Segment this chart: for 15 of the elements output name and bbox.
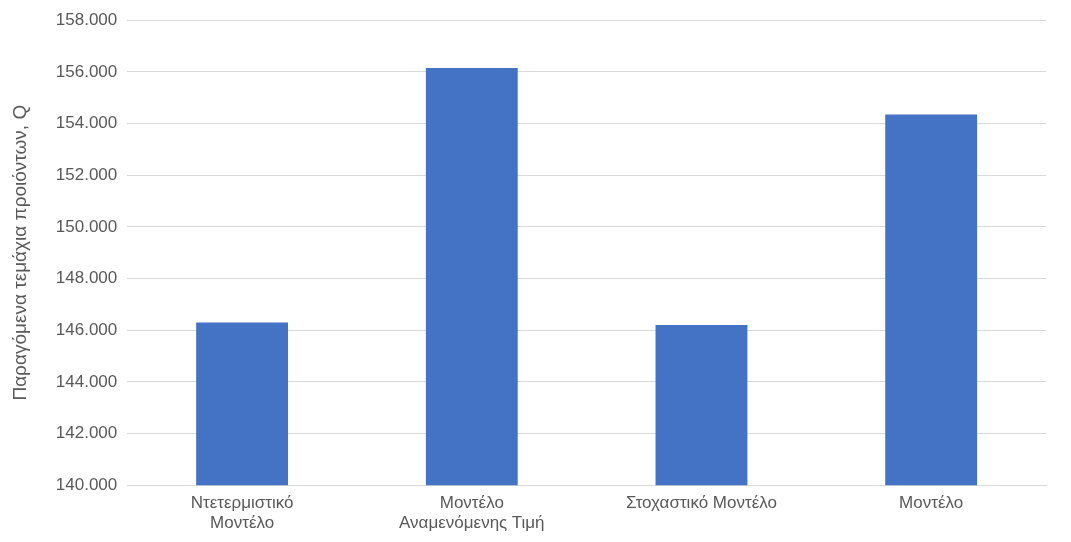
y-tick-label: 144.000 (55, 371, 118, 391)
y-tick-label: 146.000 (55, 319, 118, 339)
y-tick-label: 152.000 (55, 164, 118, 184)
x-tick-label: Μοντέλο Αναμενόμενης Τιμή (399, 493, 545, 533)
x-tick-label: Ντετερμιστικό Μοντέλο (190, 493, 294, 533)
y-axis-title: Παραγόμενα τεμάχια προιόντων, Q (8, 104, 30, 401)
y-tick-label: 158.000 (55, 9, 118, 29)
y-tick-label: 150.000 (55, 216, 118, 236)
y-tick-label: 154.000 (55, 113, 118, 133)
x-tick-label: Στοχαστικό Μοντέλο (625, 493, 777, 513)
y-tick-label: 156.000 (55, 61, 118, 81)
y-tick-label: 148.000 (55, 268, 118, 288)
y-tick-label: 140.000 (55, 474, 118, 494)
x-tick-label: Μοντέλο (899, 493, 964, 513)
y-tick-label: 142.000 (55, 423, 118, 443)
